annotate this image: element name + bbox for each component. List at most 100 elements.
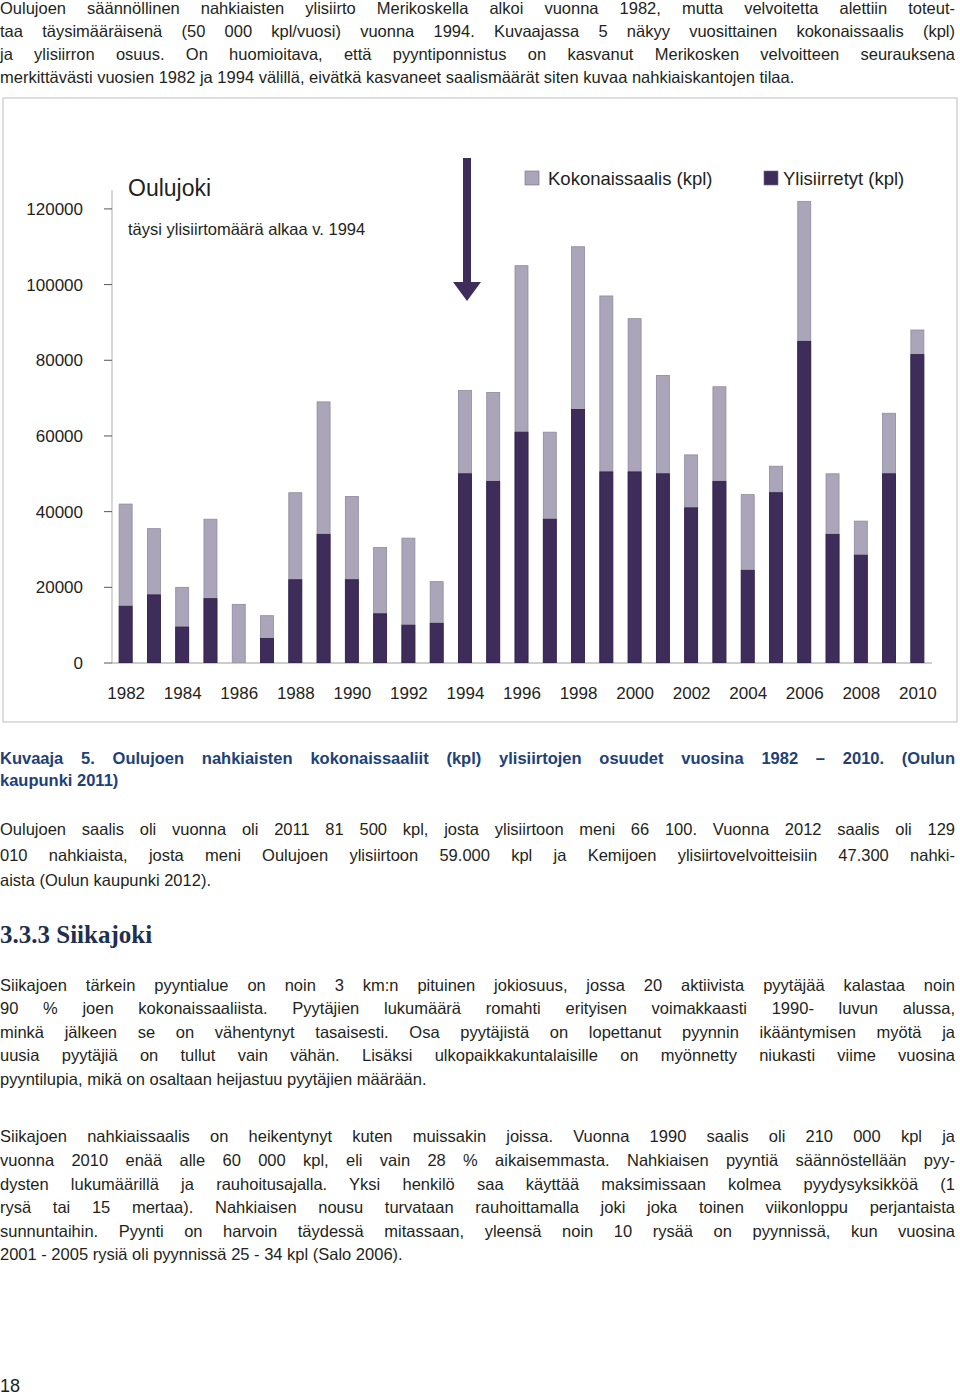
x-tick-label: 1992 (390, 684, 428, 703)
chart-frame (3, 98, 957, 722)
bar (345, 497, 358, 663)
x-tick-label: 1994 (447, 684, 485, 703)
bar (345, 580, 358, 663)
bar (515, 266, 528, 663)
x-tick-label: 1986 (220, 684, 258, 703)
bar (741, 570, 754, 663)
x-tick-label: 1988 (277, 684, 315, 703)
legend-label: Ylisiirretyt (kpl) (783, 168, 904, 189)
bar (713, 387, 726, 663)
bar (798, 341, 811, 663)
bars (119, 201, 924, 663)
text-line: vuonna 2010 enää alle 60 000 kpl, eli va… (0, 1150, 955, 1170)
x-tick-label: 2002 (673, 684, 711, 703)
bar (176, 627, 189, 663)
bar (628, 472, 641, 663)
text-line: aista (Oulun kaupunki 2012). (0, 870, 955, 890)
bar (769, 466, 782, 663)
bar (147, 595, 160, 663)
y-tick (104, 284, 112, 285)
text-line: 010 nahkiaista, josta meni Oulujoen ylis… (0, 845, 955, 865)
bar (289, 493, 302, 663)
page: Oulujoen säännöllinen nahkiaisten ylisii… (0, 0, 960, 1397)
y-tick-label: 0 (74, 654, 83, 673)
bar (374, 548, 387, 663)
bar (600, 472, 613, 663)
bar (713, 481, 726, 663)
annotation: täysi ylisiirtomäärä alkaa v. 1994 (128, 220, 365, 238)
text-line: minkä jälkeen se on vähentynyt tasaisest… (0, 1022, 955, 1042)
text-line: dysten lukumäärillä ja rauhoitusajalla. … (0, 1174, 955, 1194)
y-tick (104, 360, 112, 361)
bar (854, 521, 867, 663)
y-tick-label: 120000 (26, 200, 83, 219)
y-tick (104, 511, 112, 512)
section-heading: 3.3.3 Siikajoki (0, 921, 152, 949)
x-tick-label: 1984 (164, 684, 202, 703)
x-tick-label: 2008 (842, 684, 880, 703)
legend-swatch (525, 171, 539, 185)
y-tick-label: 40000 (36, 503, 83, 522)
bar (430, 582, 443, 663)
bar (656, 474, 669, 663)
y-tick (104, 435, 112, 436)
bar (289, 580, 302, 663)
bar (261, 638, 274, 663)
bar (656, 375, 669, 663)
bar (204, 599, 217, 663)
bar (543, 519, 556, 663)
bar (317, 402, 330, 663)
bar (572, 409, 585, 663)
bar (741, 495, 754, 663)
bar (204, 519, 217, 663)
bar (543, 432, 556, 663)
bar (430, 623, 443, 663)
legend-swatch (764, 171, 778, 185)
bar (402, 625, 415, 663)
bar (826, 474, 839, 663)
y-axis (112, 190, 113, 663)
y-tick-label: 80000 (36, 351, 83, 370)
bar (883, 474, 896, 663)
y-tick-label: 20000 (36, 578, 83, 597)
x-tick-label: 2000 (616, 684, 654, 703)
bar (487, 481, 500, 663)
bar (826, 534, 839, 663)
text-line: rysä tai 15 mertaa). Nahkiaisen nousu tu… (0, 1197, 955, 1217)
bar (487, 392, 500, 663)
legend-label: Kokonaissaalis (kpl) (548, 168, 713, 189)
x-tick-label: 1998 (560, 684, 598, 703)
y-tick-label: 60000 (36, 427, 83, 446)
x-tick-label: 2004 (729, 684, 767, 703)
bar (374, 614, 387, 663)
bar (685, 455, 698, 663)
caption-line: Kuvaaja 5. Oulujoen nahkiaisten kokonais… (0, 748, 955, 768)
bar (232, 663, 245, 664)
text-line: pyyntilupia, mikä on osaltaan heijastuu … (0, 1069, 955, 1089)
text-line: uusia pyytäjiä on tullut vain vähän. Lis… (0, 1045, 955, 1065)
arrow-head (453, 282, 481, 301)
text-line: merkittävästi vuosien 1982 ja 1994 välil… (0, 67, 955, 87)
text-line: 90 % joen kokonaissaaliista. Pyytäjien l… (0, 998, 955, 1018)
x-tick-label: 2006 (786, 684, 824, 703)
bar (119, 606, 132, 663)
bar (458, 474, 471, 663)
bar (119, 504, 132, 663)
chart-title: Oulujoki (128, 175, 211, 201)
bar (176, 587, 189, 663)
text-line: Oulujoen saalis oli vuonna oli 2011 81 5… (0, 819, 955, 839)
y-tick-label: 100000 (26, 276, 83, 295)
x-tick-label: 1996 (503, 684, 541, 703)
bar (515, 432, 528, 663)
bar (685, 508, 698, 663)
bar (628, 319, 641, 663)
arrow-shaft (463, 158, 471, 284)
text-line: sunnuntaihin. Pyynti on harvoin täydessä… (0, 1221, 955, 1241)
x-tick-label: 1990 (333, 684, 371, 703)
text-line: Siikajoen tärkein pyyntialue on noin 3 k… (0, 975, 955, 995)
bar (572, 247, 585, 663)
x-tick-label: 1982 (107, 684, 145, 703)
bar (600, 296, 613, 663)
bar (458, 391, 471, 663)
bar (798, 201, 811, 663)
